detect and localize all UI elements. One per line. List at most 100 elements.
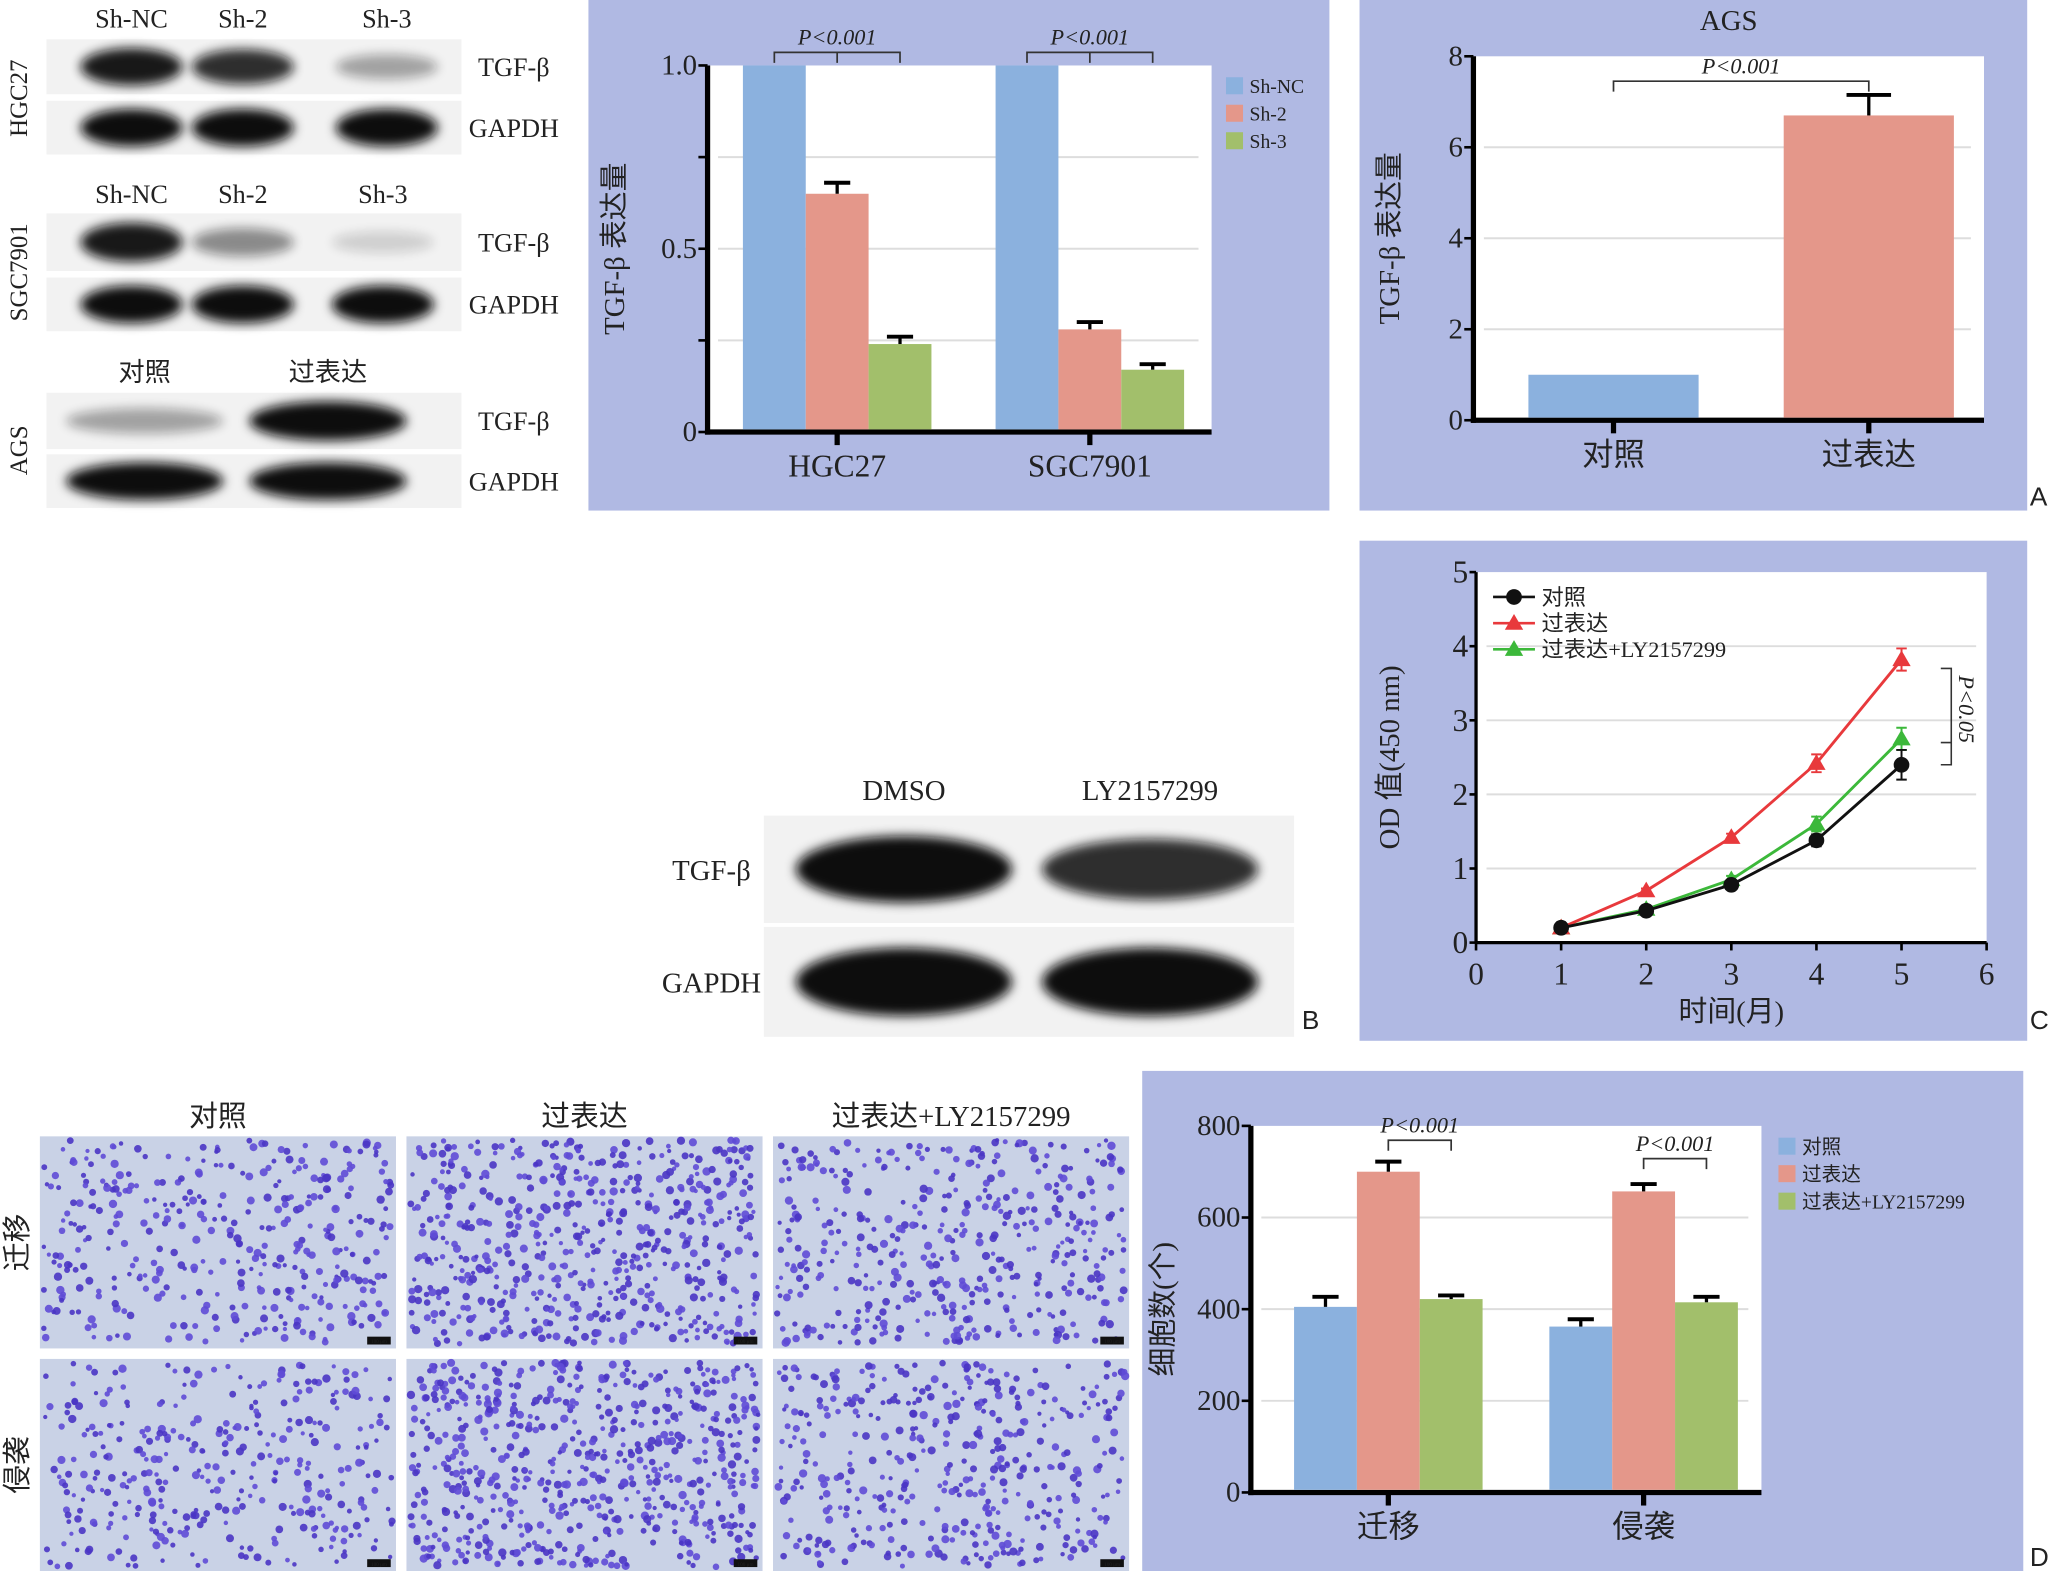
stained-cell (426, 1412, 431, 1417)
stained-cell (1115, 1489, 1121, 1495)
stained-cell (687, 1438, 693, 1444)
stained-cell (662, 1403, 668, 1409)
stained-cell (728, 1329, 735, 1335)
stained-cell (452, 1244, 462, 1253)
stained-cell (780, 1498, 787, 1505)
stained-cell (924, 1146, 930, 1152)
stained-cell (230, 1469, 236, 1475)
stained-cell (508, 1420, 516, 1427)
stained-cell (549, 1232, 554, 1237)
stained-cell (939, 1256, 944, 1261)
stained-cell (536, 1213, 545, 1222)
stained-cell (152, 1197, 157, 1202)
stained-cell (440, 1235, 446, 1241)
stained-cell (450, 1152, 459, 1161)
stained-cell (678, 1208, 685, 1215)
chart-title: AGS (1700, 5, 1758, 37)
stained-cell (876, 1148, 881, 1153)
stained-cell (624, 1562, 629, 1567)
stained-cell (301, 1284, 307, 1290)
stained-cell (563, 1142, 570, 1148)
band-label: GAPDH (469, 114, 559, 143)
stained-cell (749, 1522, 756, 1529)
stained-cell (721, 1467, 727, 1474)
stained-cell (548, 1555, 554, 1560)
stained-cell (1047, 1141, 1054, 1148)
stained-cell (494, 1197, 504, 1206)
lane-label: Sh-NC (95, 180, 168, 209)
stained-cell (693, 1188, 698, 1194)
stained-cell (43, 1414, 48, 1420)
stained-cell (1044, 1217, 1053, 1226)
stained-cell (357, 1426, 363, 1432)
stained-cell (961, 1227, 968, 1234)
stained-cell (990, 1251, 996, 1256)
stained-cell (982, 1187, 988, 1193)
stained-cell (410, 1451, 417, 1458)
micrograph: 100 μm (39, 1358, 396, 1571)
stained-cell (235, 1259, 241, 1264)
stained-cell (480, 1427, 489, 1436)
stained-cell (249, 1143, 258, 1152)
stained-cell (1068, 1165, 1074, 1171)
stained-cell (517, 1560, 524, 1567)
stained-cell (1110, 1428, 1119, 1437)
stained-cell (713, 1410, 720, 1418)
stained-cell (1022, 1221, 1027, 1227)
stained-cell (987, 1555, 994, 1561)
stained-cell (701, 1436, 709, 1444)
stained-cell (930, 1252, 937, 1259)
stained-cell (653, 1376, 660, 1383)
stained-cell (856, 1251, 862, 1257)
stained-cell (466, 1540, 472, 1546)
stained-cell (932, 1289, 939, 1296)
legend-swatch (1778, 1192, 1796, 1210)
stained-cell (519, 1532, 525, 1538)
stained-cell (92, 1431, 99, 1438)
stained-cell (1091, 1294, 1097, 1300)
stained-cell (948, 1301, 957, 1310)
stained-cell (856, 1233, 865, 1242)
stained-cell (573, 1373, 580, 1380)
stained-cell (599, 1189, 606, 1196)
stained-cell (527, 1413, 533, 1419)
stained-cell (343, 1246, 349, 1252)
stained-cell (111, 1299, 119, 1308)
stained-cell (272, 1478, 278, 1484)
stained-cell (373, 1152, 379, 1158)
lane-label: Sh-2 (218, 180, 267, 209)
stained-cell (506, 1324, 512, 1331)
stained-cell (194, 1370, 203, 1379)
stained-cell (518, 1332, 525, 1340)
y-tick-label: 800 (1197, 1110, 1240, 1142)
stained-cell (553, 1480, 562, 1489)
stained-cell (927, 1393, 935, 1401)
stained-cell (978, 1555, 984, 1562)
stained-cell (567, 1192, 572, 1197)
stained-cell (257, 1430, 263, 1436)
stained-cell (857, 1397, 865, 1405)
stained-cell (265, 1442, 270, 1447)
stained-cell (44, 1304, 53, 1313)
stained-cell (462, 1255, 470, 1263)
stained-cell (1006, 1531, 1012, 1538)
stained-cell (1103, 1360, 1111, 1368)
stained-cell (439, 1169, 445, 1175)
stained-cell (563, 1209, 571, 1217)
legend-label: Sh-3 (1250, 132, 1287, 153)
stained-cell (299, 1523, 308, 1532)
stained-cell (290, 1510, 297, 1516)
stained-cell (692, 1553, 701, 1561)
stained-cell (259, 1225, 265, 1231)
stained-cell (937, 1483, 943, 1489)
stained-cell (80, 1470, 88, 1479)
stained-cell (1012, 1456, 1020, 1464)
legend-swatch (1778, 1137, 1796, 1155)
stained-cell (921, 1224, 928, 1230)
stained-cell (941, 1206, 948, 1213)
stained-cell (613, 1382, 618, 1388)
stained-cell (263, 1326, 268, 1331)
stained-cell (1120, 1555, 1126, 1561)
stained-cell (594, 1329, 602, 1337)
x-tick-label: 5 (1894, 956, 1910, 991)
